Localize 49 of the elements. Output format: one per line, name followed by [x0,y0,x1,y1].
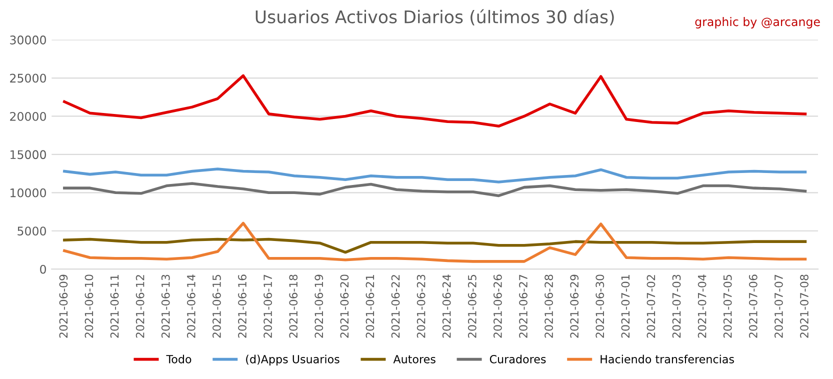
y-tick-label: 0 [40,264,46,274]
y-tick-label: 15000 [10,150,46,160]
x-tick-label: 2021-06-11 [110,274,119,338]
x-tick-label: 2021-07-04 [698,274,706,338]
x-tick-label: 2021-06-30 [596,274,604,338]
x-tick-label: 2021-06-14 [186,274,196,338]
x-tick-label: 2021-07-08 [800,274,808,338]
y-tick-label: 20000 [10,112,46,121]
x-tick-label: 2021-06-29 [570,274,579,338]
x-tick-label: 2021-06-26 [494,274,502,338]
x-tick-label: 2021-07-01 [621,274,630,338]
y-tick-label: 30000 [10,36,46,44]
chart-title: Usuarios Activos Diarios (últimos 30 días) [256,9,614,26]
x-tick-label: 2021-06-15 [212,274,221,338]
text: graphic by @arcange [695,17,820,28]
y-tick-label: 25000 [10,74,46,83]
x-tick-label: 2021-07-05 [723,274,732,338]
line-series [63,182,807,198]
x-tick-label: 2021-06-10 [84,274,94,338]
y-tick-label: 5000 [18,226,46,236]
legend-label: Autores [393,355,436,364]
x-tick-label: 2021-07-03 [672,274,681,338]
legend-label: (d)Apps Usuarios [246,354,340,366]
x-tick-label: 2021-06-13 [161,274,170,338]
x-tick-label: 2021-06-24 [442,274,451,338]
line-series [63,168,807,184]
x-tick-label: 2021-06-18 [289,274,298,338]
legend-label: Curadores [490,354,546,364]
x-tick-label: 2021-06-12 [136,275,144,338]
x-tick-label: 2021-07-02 [646,275,656,338]
x-tick-label: 2021-06-19 [314,274,324,338]
x-tick-label: 2021-07-07 [774,274,783,338]
x-tick-label: 2021-06-20 [340,274,349,338]
x-tick-label: 2021-06-28 [544,274,554,338]
x-tick-label: 2021-06-21 [366,274,374,338]
x-tick-label: 2021-07-06 [748,274,758,338]
x-tick-label: 2021-06-16 [238,274,246,338]
x-tick-label: 2021-06-25 [468,274,476,338]
x-tick-label: 2021-06-17 [264,274,272,338]
y-tick-label: 10000 [10,188,46,198]
line-series [63,238,807,254]
line-series [63,74,807,128]
x-tick-label: 2021-06-22 [391,275,400,338]
x-tick-label: 2021-06-23 [416,274,426,338]
legend-label: Haciendo transferencias [600,354,734,364]
x-tick-label: 2021-06-09 [59,274,68,338]
x-tick-label: 2021-06-27 [519,274,528,338]
line-series [63,222,807,263]
legend-label: Todo [166,354,192,364]
